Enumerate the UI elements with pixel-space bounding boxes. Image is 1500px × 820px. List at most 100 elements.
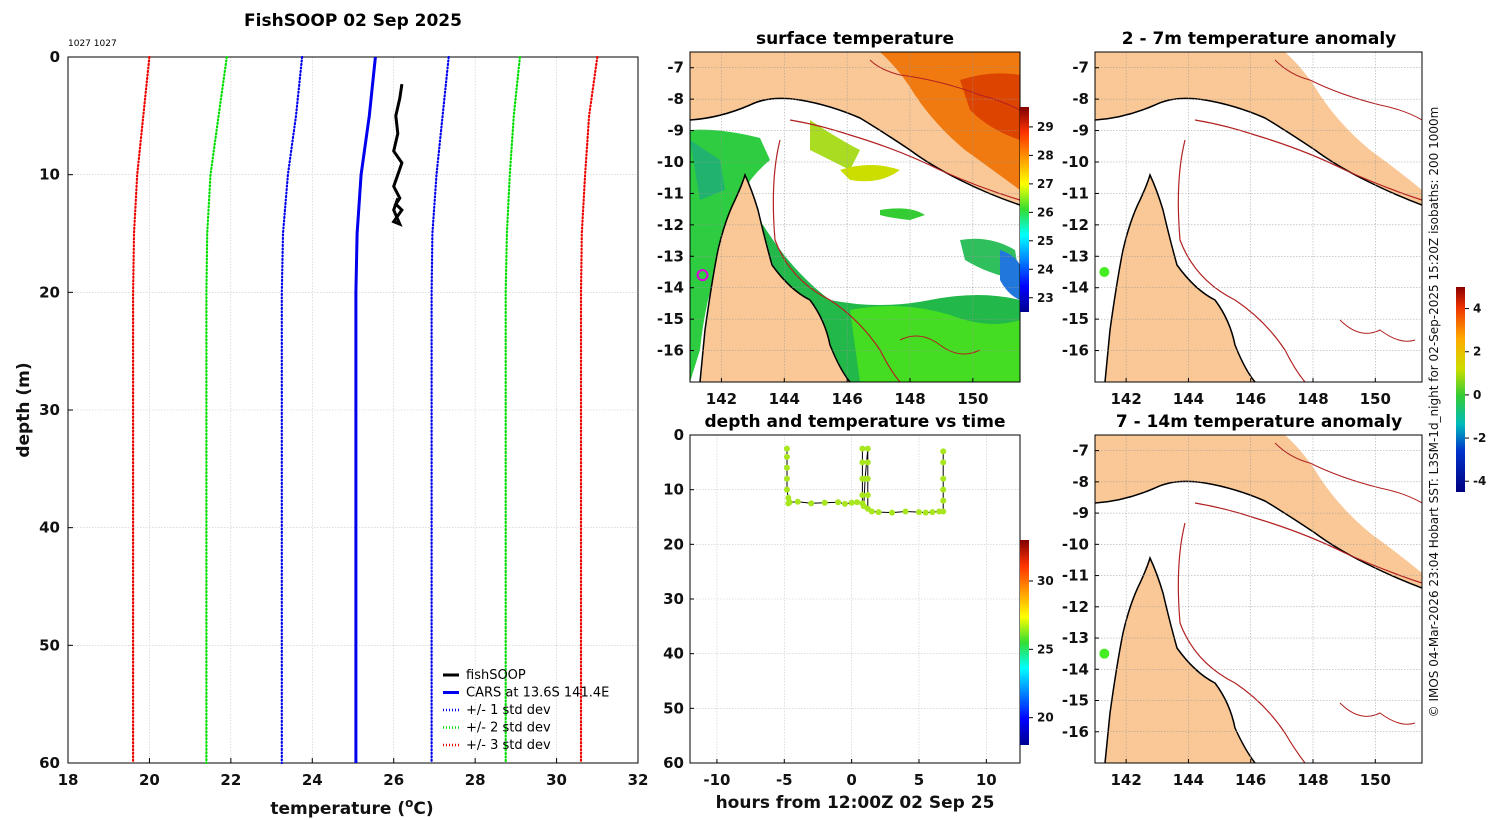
anomaly1-location-marker — [1099, 267, 1110, 277]
colorbar-tick-label: -4 — [1473, 474, 1486, 488]
colorbar-tick-label: 29 — [1037, 120, 1054, 134]
depth-time-grid — [690, 434, 1020, 764]
map-x-tick-label: 144 — [769, 390, 800, 408]
profile-x-tick-label: 20 — [139, 771, 160, 789]
surface-temperature-title: surface temperature — [756, 29, 954, 49]
map-y-tick-label: -7 — [1072, 442, 1089, 460]
anomaly2-y-ticks: -7 -8 -9 -10 -11 -12 -13 -14 -15 -16 — [1062, 442, 1099, 741]
sst-patch-gulf-warm — [840, 165, 900, 182]
depth-time-point — [859, 445, 866, 452]
depth-time-y-tick-label: 10 — [663, 481, 684, 499]
map-y-tick-label: -9 — [667, 122, 684, 140]
depth-time-y-tick-label: 40 — [663, 645, 684, 663]
coastline-cape-york — [699, 172, 851, 382]
depth-time-point — [915, 509, 922, 516]
depth-time-point — [889, 509, 896, 516]
surface-location-marker — [696, 269, 709, 282]
map-y-tick-label: -15 — [1062, 310, 1089, 328]
depth-time-points — [783, 445, 947, 516]
depth-time-point — [821, 499, 828, 506]
depth-time-point — [864, 459, 871, 466]
colorbar-tick-label: 28 — [1037, 148, 1054, 162]
surface-temperature-panel: surface temperature — [657, 29, 1054, 408]
profile-y-tick-label: 40 — [39, 519, 60, 537]
anomaly1-isobath-inner — [1177, 119, 1422, 382]
map-x-tick-label: 150 — [957, 390, 988, 408]
colorbar-tick-label: 23 — [1037, 291, 1054, 305]
map-y-tick-label: -13 — [1062, 629, 1089, 647]
depth-time-point — [940, 508, 947, 515]
depth-time-point — [868, 508, 875, 515]
profile-legend-label: +/- 3 std dev — [466, 738, 551, 753]
map-y-tick-label: -8 — [1072, 90, 1089, 108]
depth-time-panel: depth and temperature vs time -10 -5 0 5 10 … — [663, 412, 1054, 813]
profile-x-tick-label: 26 — [383, 771, 404, 789]
profile-series — [132, 55, 599, 765]
depth-time-point — [940, 486, 947, 493]
isobath-south — [899, 335, 981, 355]
depth-time-x-tick-label: 0 — [846, 771, 856, 789]
profile-series-line-6 — [579, 55, 599, 765]
profile-series-line-1 — [354, 56, 377, 763]
anomaly-colorbar — [1456, 287, 1465, 492]
profile-series-line-0 — [391, 83, 404, 227]
surface-colorbar-ticks: 23 24 25 26 27 28 29 — [1029, 120, 1054, 305]
depth-time-point — [854, 499, 861, 506]
map-x-tick-label: 144 — [1173, 771, 1204, 789]
anomaly2-isobath-inner — [1177, 502, 1422, 763]
profile-legend-label: CARS at 13.6S 141.4E — [466, 686, 609, 701]
profile-series-line-7 — [132, 55, 151, 765]
depth-time-x-tick-label: -10 — [703, 771, 730, 789]
map-y-tick-label: -13 — [1062, 247, 1089, 265]
sst-patch-west-cool — [690, 140, 725, 200]
profile-y-tick-label: 0 — [50, 48, 60, 66]
profile-y-tick-label: 30 — [39, 401, 60, 419]
land-cape-york — [700, 175, 850, 382]
profile-x-tick-label: 32 — [628, 771, 649, 789]
anomaly-colorbar-ticks: 4 2 0 -2 -4 — [1465, 302, 1486, 488]
depth-time-point — [835, 499, 842, 506]
map-x-tick-label: 146 — [1235, 390, 1266, 408]
map-y-tick-label: -15 — [657, 310, 684, 328]
colorbar-tick-label: 2 — [1473, 345, 1481, 359]
profile-x-label: temperature (oC) — [270, 796, 433, 819]
profile-x-tick-label: 22 — [220, 771, 241, 789]
anomaly2-land-cape-york — [1105, 558, 1255, 763]
depth-time-point — [783, 445, 790, 452]
map-y-tick-label: -9 — [1072, 504, 1089, 522]
anomaly1-land-cape-york — [1105, 175, 1255, 382]
profile-y-tick-label: 50 — [39, 636, 60, 654]
profile-y-label: depth (m) — [14, 362, 34, 457]
map-x-tick-label: 148 — [1297, 771, 1328, 789]
anomaly1-x-ticks: 142 144 146 148 150 — [1110, 378, 1391, 408]
map-y-tick-label: -8 — [667, 90, 684, 108]
map-y-tick-label: -13 — [657, 247, 684, 265]
map-x-tick-label: 150 — [1360, 390, 1391, 408]
map-x-tick-label: 144 — [1173, 390, 1204, 408]
depth-time-point — [864, 492, 871, 499]
profile-legend-label: +/- 2 std dev — [466, 721, 551, 736]
colorbar-tick-label: 4 — [1473, 302, 1481, 316]
map-y-tick-label: -11 — [1062, 184, 1089, 202]
profile-series-line-3 — [280, 55, 304, 765]
profile-series-line-2 — [430, 55, 450, 765]
profile-legend-label: fishSOOP — [466, 668, 526, 683]
isobath-surface — [772, 119, 1020, 382]
map-y-tick-label: -16 — [1062, 723, 1089, 741]
map-x-tick-label: 146 — [831, 390, 862, 408]
map-y-tick-label: -7 — [1072, 59, 1089, 77]
map-y-tick-label: -15 — [1062, 692, 1089, 710]
map-x-tick-label: 148 — [894, 390, 925, 408]
colorbar-tick-label: 27 — [1037, 177, 1054, 191]
profile-legend: fishSOOP CARS at 13.6S 141.4E +/- 1 std de… — [443, 668, 609, 753]
depth-time-point — [783, 475, 790, 482]
depth-time-point — [922, 509, 929, 516]
map-y-tick-label: -9 — [1072, 122, 1089, 140]
map-y-tick-label: -11 — [657, 184, 684, 202]
surface-map-grid — [690, 52, 1020, 382]
depth-time-x-tick-label: 5 — [914, 771, 924, 789]
depth-time-point — [940, 448, 947, 455]
map-y-tick-label: -12 — [657, 216, 684, 234]
colorbar-tick-label: 20 — [1037, 711, 1054, 725]
anomaly2-frame — [1094, 434, 1423, 764]
